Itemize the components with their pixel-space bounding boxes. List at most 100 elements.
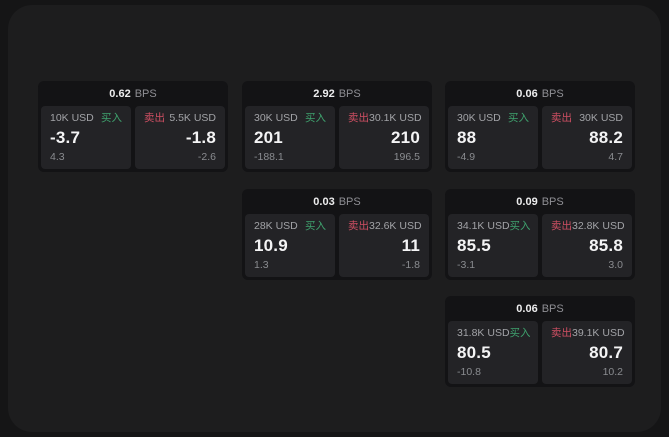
sell-price: -1.8 bbox=[185, 127, 216, 147]
sell-delta: 4.7 bbox=[608, 151, 623, 163]
sell-amount: 32.6K USD bbox=[369, 220, 422, 232]
sell-price: 88.2 bbox=[589, 127, 623, 147]
bps-value: 0.62 bbox=[109, 87, 131, 100]
buy-side-label: 买入 bbox=[509, 220, 531, 232]
card-header: 2.92 BPS bbox=[242, 81, 432, 106]
sell-panel-header: 卖出 32.8K USD bbox=[551, 220, 625, 232]
buy-delta: -10.8 bbox=[457, 366, 481, 378]
buy-panel[interactable]: 10K USD 买入 -3.7 4.3 bbox=[41, 106, 131, 169]
card-header: 0.09 BPS bbox=[445, 189, 635, 214]
sell-side-label: 卖出 bbox=[348, 220, 369, 232]
bps-unit-label: BPS bbox=[338, 87, 361, 100]
buy-panel[interactable]: 30K USD 买入 88 -4.9 bbox=[448, 106, 538, 169]
sell-panel[interactable]: 卖出 32.6K USD 11 -1.8 bbox=[339, 214, 429, 277]
buy-amount: 31.8K USD bbox=[457, 327, 510, 339]
sell-side-label: 卖出 bbox=[551, 112, 572, 124]
card-header: 0.62 BPS bbox=[38, 81, 228, 106]
card-body: 31.8K USD 买入 80.5 -10.8 卖出 39.1K USD 80.… bbox=[445, 321, 635, 387]
buy-panel-header: 31.8K USD 买入 bbox=[457, 327, 531, 339]
buy-delta: 4.3 bbox=[50, 151, 65, 163]
card-header: 0.06 BPS bbox=[445, 81, 635, 106]
card-body: 28K USD 买入 10.9 1.3 卖出 32.6K USD 11 -1.8 bbox=[242, 214, 432, 280]
bps-value: 0.03 bbox=[313, 195, 335, 208]
quote-card: 0.06 BPS 30K USD 买入 88 -4.9 卖出 30K USD 8… bbox=[445, 81, 635, 172]
card-body: 10K USD 买入 -3.7 4.3 卖出 5.5K USD -1.8 -2.… bbox=[38, 106, 228, 172]
quote-card: 0.06 BPS 31.8K USD 买入 80.5 -10.8 卖出 39.1… bbox=[445, 296, 635, 387]
sell-panel-header: 卖出 5.5K USD bbox=[144, 112, 216, 124]
sell-amount: 39.1K USD bbox=[572, 327, 625, 339]
card-header: 0.06 BPS bbox=[445, 296, 635, 321]
sell-panel[interactable]: 卖出 5.5K USD -1.8 -2.6 bbox=[135, 106, 225, 169]
sell-amount: 5.5K USD bbox=[169, 112, 216, 124]
buy-delta: 1.3 bbox=[254, 259, 269, 271]
buy-panel-header: 30K USD 买入 bbox=[254, 112, 326, 124]
quote-card: 0.09 BPS 34.1K USD 买入 85.5 -3.1 卖出 32.8K… bbox=[445, 189, 635, 280]
bps-unit-label: BPS bbox=[134, 87, 157, 100]
sell-side-label: 卖出 bbox=[144, 112, 165, 124]
sell-amount: 30K USD bbox=[579, 112, 623, 124]
buy-price: 10.9 bbox=[254, 235, 288, 255]
quote-card: 2.92 BPS 30K USD 买入 201 -188.1 卖出 30.1K … bbox=[242, 81, 432, 172]
buy-panel[interactable]: 30K USD 买入 201 -188.1 bbox=[245, 106, 335, 169]
buy-side-label: 买入 bbox=[305, 112, 326, 124]
sell-panel[interactable]: 卖出 30.1K USD 210 196.5 bbox=[339, 106, 429, 169]
bps-unit-label: BPS bbox=[541, 302, 564, 315]
sell-panel[interactable]: 卖出 30K USD 88.2 4.7 bbox=[542, 106, 632, 169]
sell-delta: 10.2 bbox=[602, 366, 623, 378]
quote-card: 0.62 BPS 10K USD 买入 -3.7 4.3 卖出 5.5K USD… bbox=[38, 81, 228, 172]
buy-amount: 10K USD bbox=[50, 112, 94, 124]
buy-side-label: 买入 bbox=[305, 220, 326, 232]
buy-panel-header: 34.1K USD 买入 bbox=[457, 220, 531, 232]
sell-price: 85.8 bbox=[589, 235, 623, 255]
sell-panel[interactable]: 卖出 39.1K USD 80.7 10.2 bbox=[542, 321, 632, 384]
buy-panel-header: 28K USD 买入 bbox=[254, 220, 326, 232]
buy-panel-header: 10K USD 买入 bbox=[50, 112, 122, 124]
buy-side-label: 买入 bbox=[101, 112, 122, 124]
buy-amount: 28K USD bbox=[254, 220, 298, 232]
buy-price: 201 bbox=[254, 127, 283, 147]
sell-delta: -2.6 bbox=[197, 151, 216, 163]
sell-delta: -1.8 bbox=[401, 259, 420, 271]
card-body: 34.1K USD 买入 85.5 -3.1 卖出 32.8K USD 85.8… bbox=[445, 214, 635, 280]
sell-price: 11 bbox=[401, 235, 420, 255]
sell-side-label: 卖出 bbox=[551, 220, 572, 232]
buy-side-label: 买入 bbox=[509, 327, 531, 339]
buy-amount: 34.1K USD bbox=[457, 220, 510, 232]
sell-side-label: 卖出 bbox=[551, 327, 572, 339]
bps-value: 0.06 bbox=[516, 87, 538, 100]
buy-amount: 30K USD bbox=[457, 112, 501, 124]
sell-panel-header: 卖出 39.1K USD bbox=[551, 327, 625, 339]
card-body: 30K USD 买入 201 -188.1 卖出 30.1K USD 210 1… bbox=[242, 106, 432, 172]
sell-panel-header: 卖出 30K USD bbox=[551, 112, 623, 124]
bps-unit-label: BPS bbox=[541, 195, 564, 208]
sell-delta: 3.0 bbox=[608, 259, 623, 271]
sell-amount: 30.1K USD bbox=[369, 112, 422, 124]
card-header: 0.03 BPS bbox=[242, 189, 432, 214]
bps-value: 0.06 bbox=[516, 302, 538, 315]
quote-card: 0.03 BPS 28K USD 买入 10.9 1.3 卖出 32.6K US… bbox=[242, 189, 432, 280]
sell-panel-header: 卖出 32.6K USD bbox=[348, 220, 422, 232]
sell-price: 80.7 bbox=[589, 342, 623, 362]
buy-panel[interactable]: 34.1K USD 买入 85.5 -3.1 bbox=[448, 214, 538, 277]
sell-panel[interactable]: 卖出 32.8K USD 85.8 3.0 bbox=[542, 214, 632, 277]
buy-panel[interactable]: 31.8K USD 买入 80.5 -10.8 bbox=[448, 321, 538, 384]
buy-price: 88 bbox=[457, 127, 477, 147]
sell-price: 210 bbox=[391, 127, 420, 147]
buy-amount: 30K USD bbox=[254, 112, 298, 124]
buy-panel-header: 30K USD 买入 bbox=[457, 112, 529, 124]
card-body: 30K USD 买入 88 -4.9 卖出 30K USD 88.2 4.7 bbox=[445, 106, 635, 172]
buy-delta: -3.1 bbox=[457, 259, 476, 271]
buy-side-label: 买入 bbox=[508, 112, 529, 124]
bps-unit-label: BPS bbox=[541, 87, 564, 100]
bps-unit-label: BPS bbox=[338, 195, 361, 208]
bps-value: 0.09 bbox=[516, 195, 538, 208]
buy-price: 80.5 bbox=[457, 342, 491, 362]
buy-price: -3.7 bbox=[50, 127, 81, 147]
sell-panel-header: 卖出 30.1K USD bbox=[348, 112, 422, 124]
buy-delta: -4.9 bbox=[457, 151, 476, 163]
sell-amount: 32.8K USD bbox=[572, 220, 625, 232]
buy-panel[interactable]: 28K USD 买入 10.9 1.3 bbox=[245, 214, 335, 277]
sell-side-label: 卖出 bbox=[348, 112, 369, 124]
quote-board: 0.62 BPS 10K USD 买入 -3.7 4.3 卖出 5.5K USD… bbox=[8, 5, 661, 432]
